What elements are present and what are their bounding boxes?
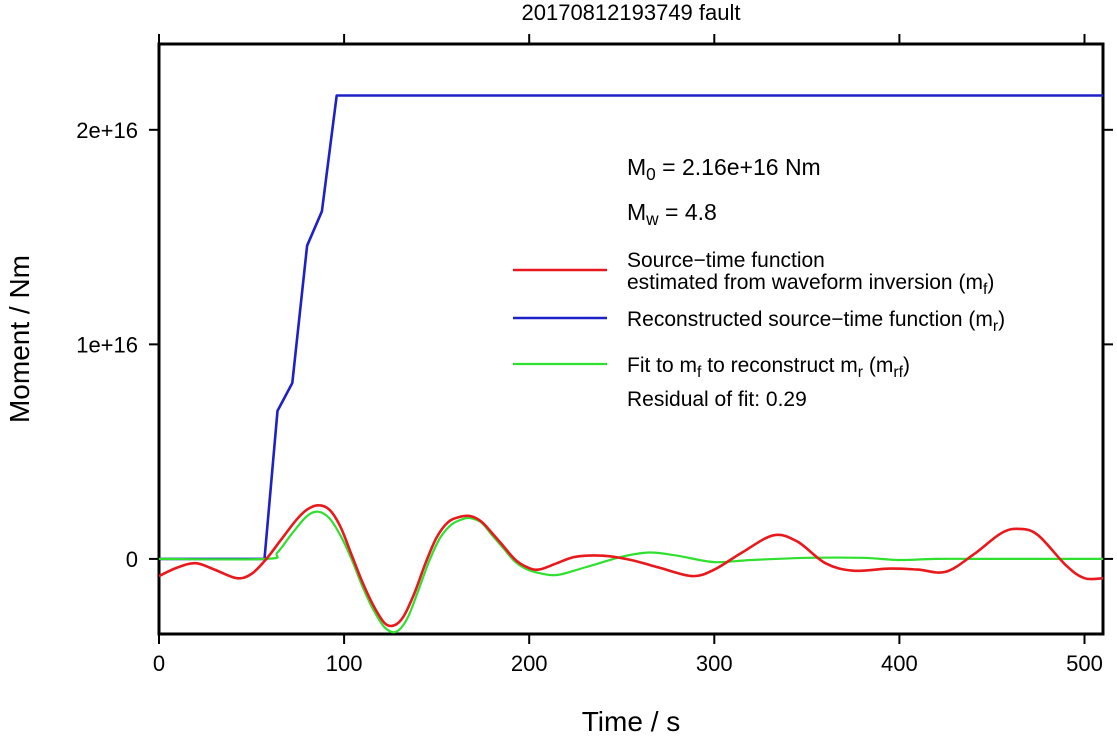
x-tick-label: 400 [881,651,918,676]
subscript: f [983,281,988,298]
residual-annotation: Residual of fit: 0.29 [627,388,807,411]
subscript: r [993,318,998,335]
text-run: Fit to m [627,354,697,377]
legend-label-red: Source−time function [627,249,825,272]
subscript: f [697,364,702,381]
legend-label-red: estimated from waveform inversion (mf) [627,271,994,298]
series-line-green [159,510,1103,634]
y-axis-title: Moment / Nm [4,255,35,423]
text-run: = 2.16e+16 Nm [656,154,821,180]
legend-label-green: Fit to mf to reconstruct mr (mrf) [627,354,910,381]
x-tick-label: 200 [511,651,548,676]
chart-title: 20170812193749 fault [522,0,741,25]
text-run: to reconstruct m [701,354,857,377]
x-tick-label: 300 [696,651,733,676]
subscript: w [645,209,659,229]
magnitude-annotation: Mw = 4.8 [627,199,717,229]
subscript: 0 [646,164,656,184]
moment-annotation: M0 = 2.16e+16 Nm [627,154,821,184]
series-line-red [159,504,1103,628]
text-run: M [627,154,646,180]
text-run: estimated from waveform inversion (m [627,271,983,294]
y-tick-label: 1e+16 [76,332,138,357]
x-tick-label: 500 [1066,651,1103,676]
subscript: rf [893,364,903,381]
text-run: = 4.8 [659,199,717,225]
subscript: r [858,364,863,381]
y-tick-label: 0 [126,547,138,572]
text-run: ) [987,271,994,294]
y-tick-label: 2e+16 [76,118,138,143]
text-run: ) [903,354,910,377]
text-run: M [627,199,646,225]
text-run: Source−time function [627,249,825,272]
text-run: Reconstructed source−time function (m [627,308,993,331]
x-tick-label: 0 [153,651,165,676]
x-axis-title: Time / s [582,706,681,736]
text-run: ) [998,308,1005,331]
text-run: (m [863,354,893,377]
legend-label-blue: Reconstructed source−time function (mr) [627,308,1005,335]
x-tick-label: 100 [326,651,363,676]
plot-frame [157,42,1105,636]
series-line-blue [159,94,1103,561]
